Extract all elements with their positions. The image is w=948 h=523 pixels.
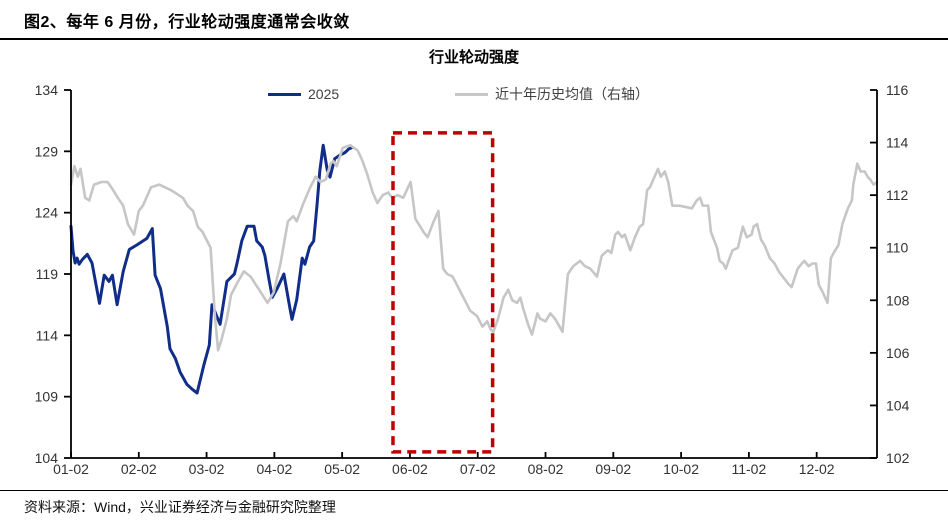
x-tick-label: 01-02	[53, 461, 89, 477]
legend-item-10yr-average: 近十年历史均值（右轴）	[455, 86, 649, 102]
x-tick-label: 05-02	[324, 461, 360, 477]
x-tick-label: 09-02	[595, 461, 631, 477]
x-tick-label: 02-02	[121, 461, 157, 477]
right-tick-label: 102	[886, 450, 910, 466]
series-line-10yr-average	[69, 143, 879, 352]
legend-swatch-10yr-average	[455, 92, 488, 96]
series-line-2025	[69, 143, 354, 395]
left-tick-label: 109	[35, 389, 59, 405]
legend-label-10yr-average: 近十年历史均值（右轴）	[495, 86, 649, 102]
legend-swatch-2025	[268, 92, 301, 96]
right-tick-label: 110	[886, 240, 909, 256]
left-tick-label: 104	[35, 450, 59, 466]
left-tick-label: 129	[35, 143, 59, 159]
right-tick-label: 116	[886, 82, 909, 98]
legend-item-2025: 2025	[268, 86, 339, 102]
right-tick-label: 104	[886, 397, 910, 413]
source-note: 资料来源：Wind，兴业证券经济与金融研究院整理	[24, 499, 336, 515]
figure-title: 图2、每年 6 月份，行业轮动强度通常会收敛	[0, 0, 948, 40]
right-tick-label: 106	[886, 345, 910, 361]
left-tick-label: 134	[35, 82, 59, 98]
left-tick-label: 114	[36, 327, 59, 343]
x-tick-label: 08-02	[528, 461, 564, 477]
chart-title: 行业轮动强度	[428, 49, 519, 66]
x-tick-label: 12-02	[799, 461, 835, 477]
x-tick-label: 07-02	[460, 461, 496, 477]
left-tick-label: 119	[36, 266, 59, 282]
x-tick-label: 03-02	[189, 461, 225, 477]
x-tick-label: 10-02	[663, 461, 699, 477]
right-tick-label: 114	[886, 135, 909, 151]
footer-divider	[0, 490, 948, 491]
right-tick-label: 108	[886, 292, 910, 308]
x-tick-label: 06-02	[392, 461, 428, 477]
left-tick-label: 124	[35, 205, 59, 221]
x-tick-label: 04-02	[256, 461, 292, 477]
legend-label-2025: 2025	[308, 86, 340, 102]
x-tick-label: 11-02	[731, 461, 766, 477]
right-tick-label: 112	[886, 187, 909, 203]
highlight-box-june-july	[391, 131, 495, 454]
